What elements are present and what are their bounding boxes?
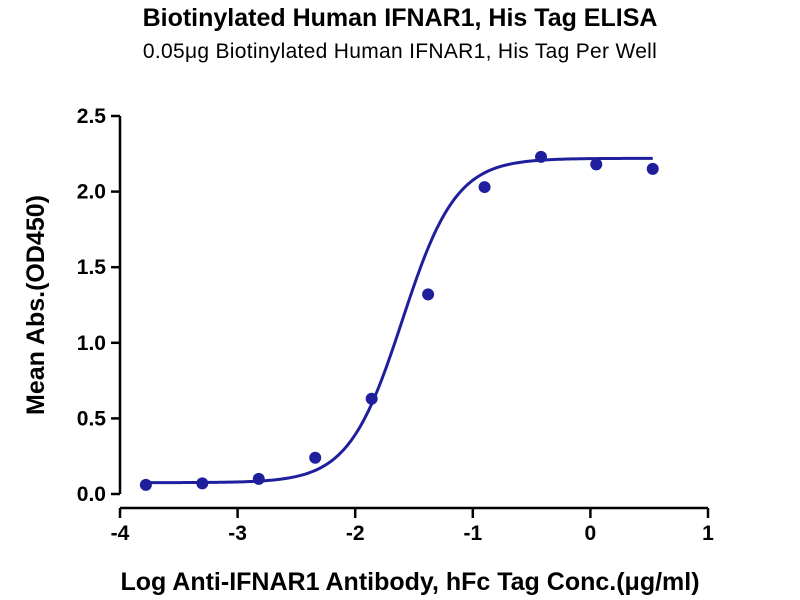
y-tick-label: 2.5: [77, 105, 107, 128]
data-point: [478, 181, 491, 194]
chart-title: Biotinylated Human IFNAR1, His Tag ELISA: [142, 4, 658, 32]
x-tick-label: 1: [702, 522, 714, 545]
y-tick-label: 1.5: [77, 256, 107, 279]
data-point: [196, 477, 209, 490]
data-point: [139, 478, 152, 491]
x-tick-label: -4: [111, 522, 130, 545]
x-tick-label: -1: [463, 522, 482, 545]
x-axis: -4 -3 -2 -1 0 1: [111, 506, 714, 545]
data-point: [590, 158, 603, 171]
data-point: [422, 288, 435, 301]
x-tick-label: -3: [228, 522, 247, 545]
x-tick-label: 0: [585, 522, 597, 545]
data-points: [139, 150, 659, 491]
y-axis: 0.0 0.5 1.0 1.5 2.0 2.5: [77, 105, 122, 506]
y-tick-label: 1.0: [77, 332, 106, 355]
y-tick-label: 0.0: [77, 483, 106, 506]
y-axis-title: Mean Abs.(OD450): [22, 195, 50, 415]
x-axis-title: Log Anti-IFNAR1 Antibody, hFc Tag Conc.(…: [120, 568, 699, 596]
x-tick-label: -2: [346, 522, 365, 545]
y-tick-label: 2.0: [77, 181, 106, 204]
data-point: [365, 392, 378, 405]
y-tick-label: 0.5: [77, 407, 107, 430]
fit-curve-group: [145, 156, 653, 485]
data-point: [309, 451, 322, 464]
data-point: [535, 150, 548, 163]
chart-subtitle: 0.05μg Biotinylated Human IFNAR1, His Ta…: [142, 40, 658, 63]
fit-curve: [145, 156, 653, 485]
data-point: [646, 162, 659, 175]
data-point: [252, 472, 265, 485]
